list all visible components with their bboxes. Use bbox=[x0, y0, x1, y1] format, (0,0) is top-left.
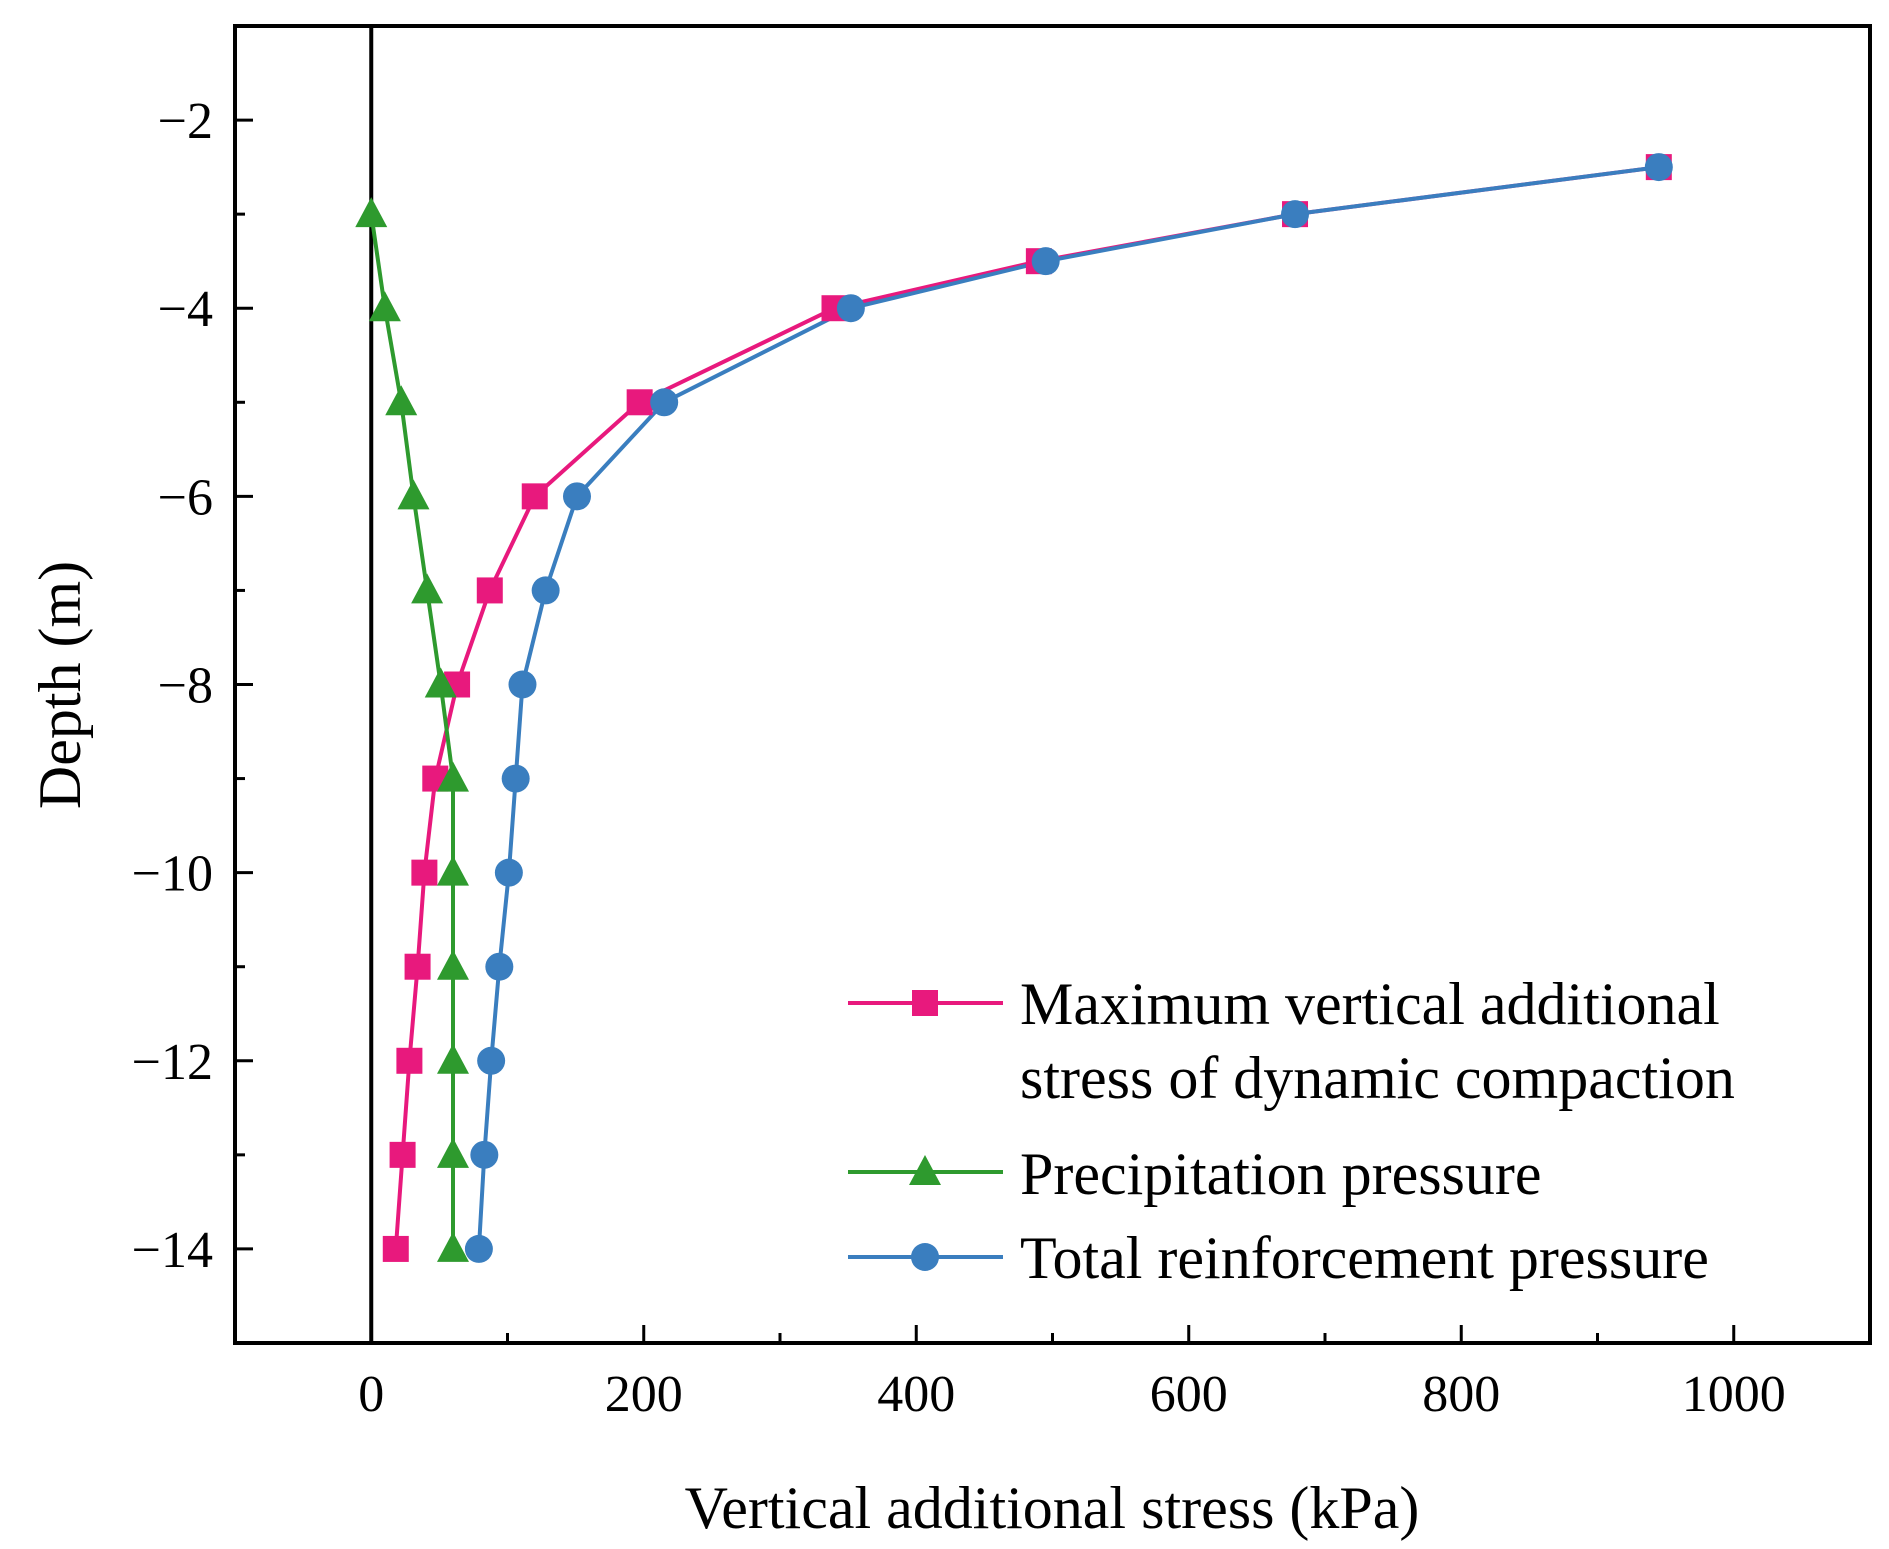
data-point-square bbox=[404, 953, 431, 980]
legend-label: Precipitation pressure bbox=[1020, 1141, 1542, 1207]
data-point-square bbox=[521, 483, 548, 510]
data-point-triangle bbox=[368, 291, 401, 322]
x-tick-label: 1000 bbox=[1682, 1366, 1786, 1423]
y-tick-label: −6 bbox=[158, 469, 213, 526]
x-axis-ticks: 0 200 400 600 800 1000 bbox=[233, 1325, 1872, 1423]
x-tick-label: 600 bbox=[1150, 1366, 1228, 1423]
y-tick-label: −4 bbox=[158, 281, 213, 338]
data-point-triangle bbox=[437, 855, 469, 886]
x-tick-label: 200 bbox=[605, 1366, 683, 1423]
x-tick-label: 400 bbox=[877, 1366, 955, 1423]
data-point-circle bbox=[1031, 247, 1060, 276]
x-tick-label: 800 bbox=[1422, 1366, 1500, 1423]
legend-marker-triangle bbox=[909, 1155, 941, 1185]
data-point-triangle bbox=[437, 1137, 469, 1168]
series-markers bbox=[355, 153, 1673, 1263]
x-tick-label: 0 bbox=[358, 1366, 384, 1423]
data-point-circle bbox=[470, 1140, 499, 1169]
data-point-triangle bbox=[355, 197, 388, 228]
y-axis-ticks: −2 −4 −6 −8 −10 −12 −14 bbox=[132, 24, 253, 1345]
legend-label: Maximum vertical additional bbox=[1020, 971, 1720, 1037]
legend: Maximum vertical additional stress of dyn… bbox=[848, 971, 1735, 1291]
y-tick-label: −10 bbox=[132, 846, 213, 903]
data-point-circle bbox=[836, 294, 865, 323]
series-lines bbox=[369, 26, 1660, 1343]
y-tick-label: −12 bbox=[132, 1034, 213, 1091]
data-point-square bbox=[389, 1141, 416, 1168]
legend-marker-circle bbox=[911, 1243, 939, 1271]
series-line-2 bbox=[476, 165, 1660, 1250]
series-line-1 bbox=[369, 213, 455, 1249]
data-point-triangle bbox=[437, 949, 469, 980]
x-axis-title: Vertical additional stress (kPa) bbox=[685, 1475, 1420, 1541]
y-tick-label: −8 bbox=[158, 658, 213, 715]
data-point-triangle bbox=[411, 573, 444, 604]
y-tick-label: −2 bbox=[158, 93, 213, 150]
data-point-circle bbox=[1281, 200, 1310, 229]
data-point-triangle bbox=[385, 385, 418, 416]
data-point-circle bbox=[464, 1234, 493, 1263]
data-point-square bbox=[626, 389, 653, 416]
legend-label: stress of dynamic compaction bbox=[1020, 1045, 1735, 1111]
y-axis-title: Depth (m) bbox=[27, 561, 93, 809]
data-point-circle bbox=[494, 858, 523, 887]
data-point-square bbox=[411, 859, 438, 886]
data-point-triangle bbox=[437, 1043, 469, 1074]
data-point-circle bbox=[562, 482, 591, 511]
data-point-triangle bbox=[397, 479, 430, 510]
data-point-circle bbox=[477, 1046, 506, 1075]
data-point-triangle bbox=[437, 1231, 469, 1262]
data-point-triangle bbox=[424, 667, 457, 698]
data-point-square bbox=[476, 577, 503, 604]
data-point-circle bbox=[508, 670, 537, 699]
data-point-square bbox=[382, 1235, 409, 1262]
legend-marker-square bbox=[912, 990, 938, 1016]
data-point-circle bbox=[1644, 153, 1673, 182]
data-point-circle bbox=[485, 952, 514, 981]
legend-label: Total reinforcement pressure bbox=[1020, 1225, 1709, 1291]
data-point-circle bbox=[650, 388, 679, 417]
y-tick-label: −14 bbox=[132, 1222, 213, 1279]
data-point-circle bbox=[531, 576, 560, 605]
data-point-square bbox=[396, 1047, 423, 1074]
data-point-triangle bbox=[437, 761, 469, 792]
data-point-circle bbox=[501, 764, 530, 793]
